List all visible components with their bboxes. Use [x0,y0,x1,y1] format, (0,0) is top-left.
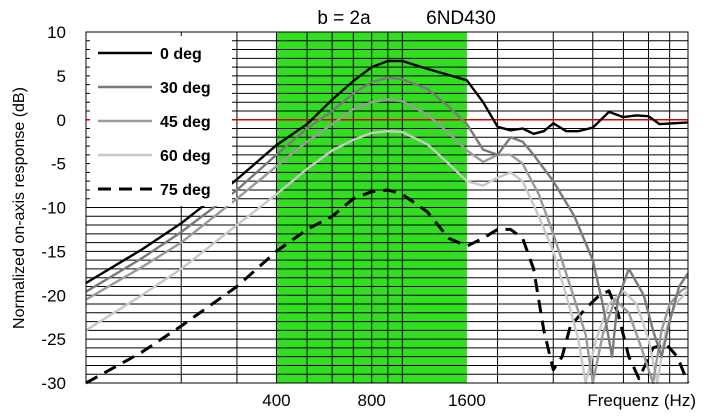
y-tick-label: 10 [47,23,66,42]
series-line-75-deg [85,188,690,385]
legend-label-45-deg: 45 deg [160,114,211,131]
legend: 0 deg 30 deg 45 deg 60 deg 75 deg [90,36,232,206]
legend-label-30-deg: 30 deg [160,80,211,97]
y-axis-label: Normalized on-axis response (dB) [11,87,28,329]
chart-title: b = 2a [317,8,371,29]
y-tick-label: -10 [41,199,66,218]
series-line-60-deg [85,130,689,385]
x-tick-label: 800 [357,391,385,410]
y-tick-label: -15 [41,242,66,261]
legend-label-60-deg: 60 deg [160,148,211,165]
y-tick-label: -5 [51,155,66,174]
y-tick-label: -20 [41,286,66,305]
chart-subtitle: 6ND430 [426,8,496,29]
x-axis-label: Frequenz (Hz) [587,391,696,410]
y-tick-label: -30 [41,374,66,393]
plot-frame [85,31,689,384]
x-tick-labels: 400 800 1600 [262,391,486,410]
series-line-45-deg [85,98,689,385]
x-tick-label: 1600 [448,391,486,410]
legend-label-0-deg: 0 deg [160,46,202,63]
y-tick-label: -25 [41,330,66,349]
y-tick-labels: 10 5 0 -5 -10 -15 -20 -25 -30 [41,23,66,393]
y-tick-label: 5 [57,67,66,86]
y-tick-label: 0 [57,111,66,130]
legend-label-75-deg: 75 deg [160,182,211,199]
series-line-0-deg [85,59,689,285]
series-layer [85,59,690,385]
x-tick-label: 400 [262,391,290,410]
legend-entries: 0 deg 30 deg 45 deg 60 deg 75 deg [98,46,211,199]
series-line-30-deg [85,76,689,358]
